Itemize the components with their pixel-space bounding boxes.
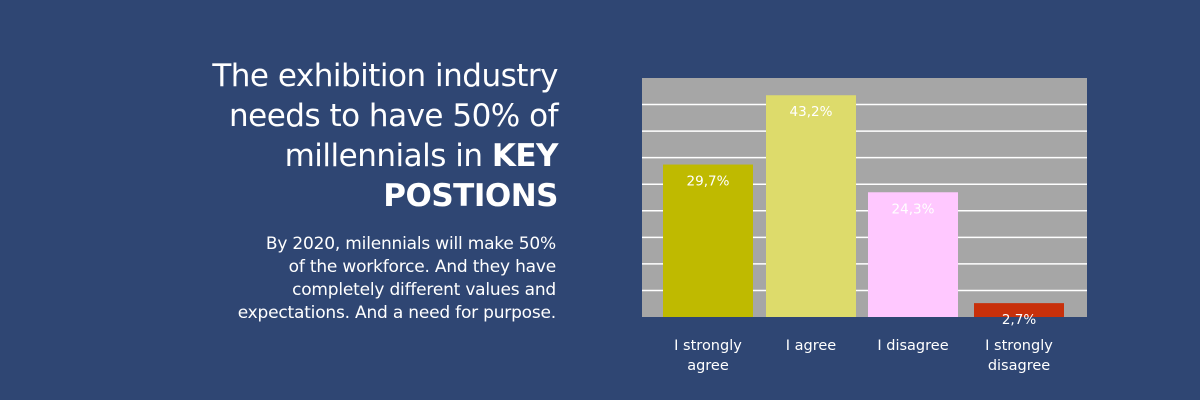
headline-line-1: The exhibition industry bbox=[212, 58, 558, 94]
data-label: 29,7% bbox=[687, 174, 730, 190]
description-line-4: expectations. And a need for purpose. bbox=[237, 303, 556, 323]
headline-emphasis-positions: POSTIONS bbox=[383, 178, 558, 214]
category-label: agree bbox=[687, 358, 729, 374]
bar bbox=[663, 164, 753, 317]
headline-line-3-text: millennials in bbox=[284, 138, 492, 174]
data-label: 2,7% bbox=[1002, 312, 1036, 328]
headline-emphasis-key: KEY bbox=[491, 138, 559, 174]
headline-line-2: needs to have 50% of bbox=[228, 98, 559, 134]
description-line-3: completely different values and bbox=[292, 280, 556, 300]
category-label: I disagree bbox=[877, 338, 948, 354]
headline: The exhibition industry needs to have 50… bbox=[150, 56, 558, 216]
data-label: 24,3% bbox=[892, 201, 935, 217]
category-label: I strongly bbox=[985, 338, 1053, 354]
description-line-1: By 2020, milennials will make 50% bbox=[265, 234, 556, 254]
headline-line-3: millennials in KEY bbox=[150, 136, 559, 176]
description-line-2: of the workforce. And they have bbox=[288, 257, 557, 277]
data-label: 43,2% bbox=[790, 104, 833, 120]
category-label: I agree bbox=[786, 338, 837, 354]
bar bbox=[868, 192, 958, 317]
description: By 2020, milennials will make 50% of the… bbox=[150, 233, 556, 325]
category-label: disagree bbox=[988, 358, 1050, 374]
bar bbox=[766, 95, 856, 318]
bar bbox=[974, 303, 1064, 317]
category-label: I strongly bbox=[674, 338, 742, 354]
